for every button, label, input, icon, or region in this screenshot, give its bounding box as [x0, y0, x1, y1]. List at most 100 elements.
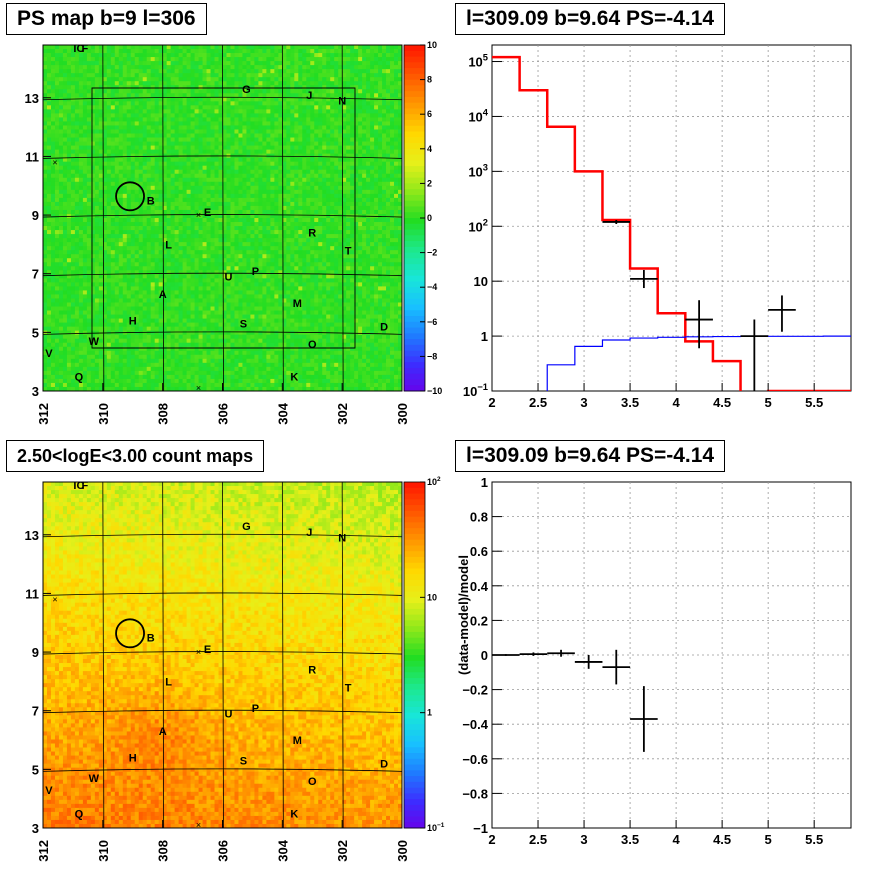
spectrum-x-tick-label: 2.5 [529, 395, 547, 410]
ps-map-y-tick-label: 7 [32, 267, 39, 282]
residual-y-tick-label: 0.6 [470, 544, 488, 559]
count-map-source-label: D [380, 758, 388, 770]
spectrum-x-tick-label: 4 [672, 395, 680, 410]
ps-map-source-label: V [45, 348, 53, 360]
ps-map-colorbar-tick-label: −2 [427, 248, 437, 258]
spectrum-x-tick-label: 3.5 [621, 395, 639, 410]
residual-x-tick-label: 4.5 [713, 832, 731, 847]
ps-map-source-label: E [204, 207, 211, 219]
count-map-source-label: B [147, 632, 155, 644]
count-map-source-label: W [89, 773, 100, 785]
count-map-colorbar-tick-label: 102 [427, 476, 441, 487]
residual-y-tick-label: 0 [481, 648, 488, 663]
ps-map-source-label: D [380, 321, 388, 333]
residual-data-point [547, 649, 575, 657]
ps-map-source-label: N [338, 96, 346, 108]
ps-map-colorbar-tick-label: 6 [427, 109, 432, 119]
spectrum-x-tick-label: 4.5 [713, 395, 731, 410]
residual-y-tick-label: −0.8 [462, 786, 488, 801]
spectrum-y-tick-label: 10−1 [463, 382, 488, 399]
residual-y-tick-label: −0.2 [462, 683, 488, 698]
ps-map-source-label: H [129, 316, 137, 328]
ps-map-y-tick-label: 5 [32, 325, 39, 340]
ps-map-x-tick-label: 306 [216, 403, 231, 425]
count-map-source-label: G [242, 521, 251, 533]
residual-x-tick-label: 4 [672, 832, 680, 847]
count-map-x-tick-label: 310 [96, 840, 111, 862]
ps-map-y-tick-label: 3 [32, 384, 39, 399]
residual-x-tick-label: 2 [488, 832, 495, 847]
residual-data-point [519, 652, 548, 656]
count-map-source-label: H [129, 753, 137, 765]
spectrum-data-point [685, 300, 713, 349]
spectrum-y-tick-label: 10 [474, 274, 488, 289]
count-map-source-label: V [45, 785, 53, 797]
count-map-x-tick-label: 308 [156, 840, 171, 862]
ps-map-y-tick-label: 11 [25, 149, 39, 164]
ps-map-selected-source-circle [115, 181, 145, 212]
residual-y-tick-label: 0.8 [470, 510, 488, 525]
ps-map-colorbar-tick-label: 4 [427, 144, 432, 154]
ps-map-source-label: T [345, 245, 352, 257]
ps-map-source-label: R [308, 228, 316, 240]
ps-map-heatmap-cells [43, 45, 403, 392]
count-map-colorbar-tick-label: 10−1 [427, 822, 445, 833]
spectrum-y-tick-label: 102 [468, 217, 488, 234]
count-map-source-label: E [204, 644, 211, 656]
residual-title: l=309.09 b=9.64 PS=-4.14 [455, 440, 726, 472]
ps-map-source-label: K [290, 371, 298, 383]
residual-data-point [630, 686, 658, 752]
spectrum-data-point [630, 269, 658, 289]
count-map-source-label: S [240, 756, 247, 768]
ps-map-colorbar-tick-label: −8 [427, 351, 437, 361]
ps-map-colorbar-tick-label: −10 [427, 386, 442, 396]
ps-map-colorbar-tick-label: −6 [427, 317, 437, 327]
count-map-source-label: P [252, 703, 259, 715]
count-map-source-label: U [225, 709, 233, 721]
ps-map-source-label: L [165, 239, 172, 251]
residual-frame [491, 481, 852, 829]
count-map-coordinate-grid [42, 481, 403, 829]
ps-map-x-tick-label: 312 [36, 403, 51, 425]
count-map-x-tick-label: 312 [36, 840, 51, 862]
ps-map-source-label: Q [75, 371, 84, 383]
count-map-colorbar-tick-label: 10 [427, 592, 437, 602]
ps-map-source-label: U [225, 272, 233, 284]
ps-map-source-label: S [240, 319, 247, 331]
spectrum-data-point [740, 319, 769, 391]
ps-map-roi-boundary [91, 87, 356, 349]
spectrum-y-tick-label: 1 [481, 329, 488, 344]
residual-y-tick-label: −1 [473, 821, 488, 836]
count-map-source-label: IC [73, 480, 84, 492]
count-map-source-label: F [82, 480, 89, 492]
ps-map-source-label: B [147, 195, 155, 207]
spectrum-title: l=309.09 b=9.64 PS=-4.14 [455, 3, 726, 35]
spectrum-y-tick-label: 105 [468, 53, 488, 70]
count-map-source-label: Q [75, 808, 84, 820]
count-map-y-tick-label: 11 [25, 586, 39, 601]
spectrum-data-point [602, 220, 631, 224]
residual-y-tick-label: −0.4 [462, 717, 488, 732]
count-map-x-tick-label: 306 [216, 840, 231, 862]
ps-map-source-label: P [252, 266, 259, 278]
count-map-x-tick-label: 302 [335, 840, 350, 862]
count-map-source-label: K [290, 808, 298, 820]
count-map-colorbar-tick-label: 1 [427, 708, 432, 718]
count-map-source-label: L [165, 676, 172, 688]
ps-map-colorbar-tick-label: −4 [427, 282, 437, 292]
spectrum-x-tick-label: 5 [765, 395, 772, 410]
spectrum-background-step-line [546, 335, 851, 391]
residual-x-tick-label: 2.5 [529, 832, 547, 847]
ps-map-x-tick-label: 310 [96, 403, 111, 425]
count-map-y-tick-label: 13 [25, 528, 39, 543]
ps-map-colorbar-tick-label: 8 [427, 75, 432, 85]
ps-map-colorbar-tick-label: 10 [427, 40, 437, 50]
ps-map-source-label: A [159, 289, 167, 301]
ps-map-source-label: F [82, 43, 89, 55]
ps-map-source-label: J [306, 90, 312, 102]
residual-y-tick-label: 0.4 [470, 579, 489, 594]
count-map-selected-source-circle [115, 618, 145, 649]
spectrum-model-step-line [492, 55, 851, 391]
residual-x-tick-label: 5.5 [805, 832, 823, 847]
